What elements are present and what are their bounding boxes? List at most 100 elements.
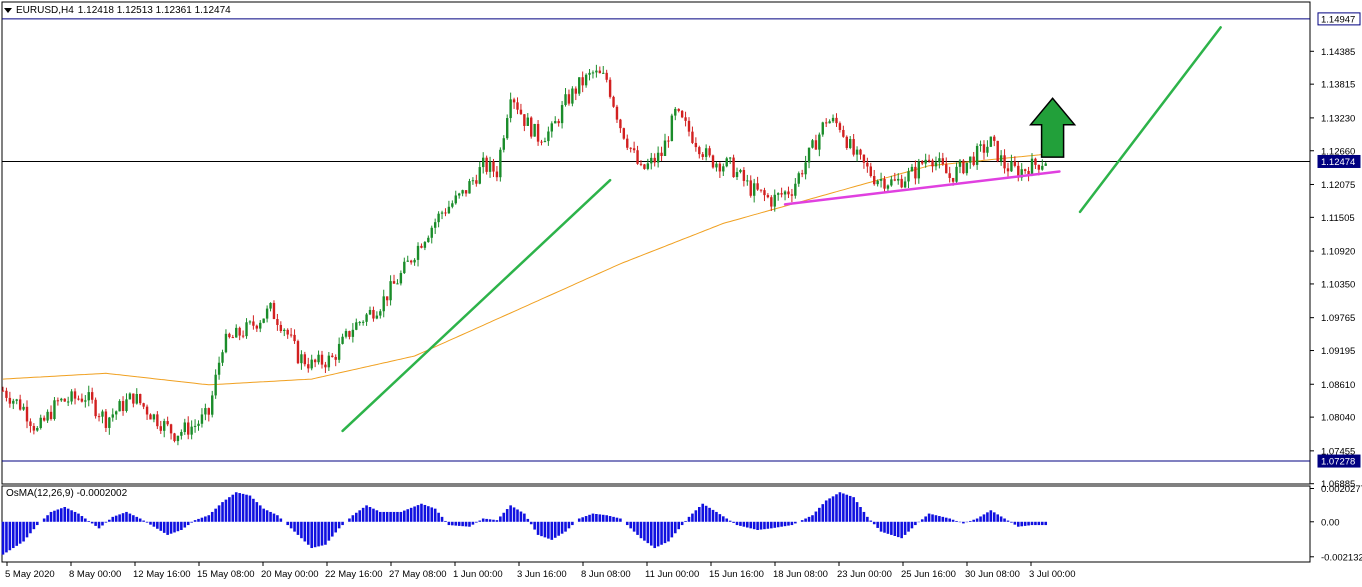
- price-label-box[interactable]: [1317, 12, 1361, 26]
- price-tick-label: 1.13230: [1321, 113, 1355, 124]
- osma-histogram: [1, 492, 1048, 555]
- candle-bull: [440, 212, 444, 214]
- price-tick-label: 1.10350: [1321, 279, 1355, 290]
- candle-bull: [595, 70, 598, 73]
- candle-bull: [526, 117, 529, 126]
- candle-bear: [80, 398, 84, 402]
- candle-bear: [512, 99, 516, 103]
- candle-bull: [337, 343, 341, 360]
- time-tick-label: 3 Jul 00:00: [1029, 569, 1075, 580]
- candle-bull: [989, 136, 993, 147]
- candle-bear: [207, 408, 210, 415]
- time-axis[interactable]: 5 May 2020 8 May 00:00 12 May 16:00 15 May …: [5, 562, 1075, 580]
- candle-bear: [149, 414, 152, 420]
- trendline-uptrend-right[interactable]: [1078, 26, 1222, 214]
- osma-tick-label: 0.0020277: [1321, 484, 1362, 495]
- candle-bear: [331, 355, 334, 357]
- osma-axis: 0.0020277 0.00 -0.002132: [1310, 484, 1362, 563]
- candle-bear: [718, 163, 722, 172]
- candle-bull: [396, 283, 399, 285]
- support-trendline[interactable]: [783, 170, 1061, 206]
- candle-bull: [986, 146, 989, 153]
- dropdown-triangle-icon[interactable]: [4, 8, 12, 13]
- candle-bull: [897, 178, 900, 181]
- price-axis[interactable]: 1.14385 1.13815 1.13230 1.12660 1.12075 1.115…: [1310, 12, 1361, 490]
- candle-bull: [454, 195, 457, 204]
- candle-bull: [108, 417, 111, 428]
- candle-bull: [125, 399, 128, 411]
- candle-bear: [464, 190, 468, 194]
- time-tick-label: 5 May 2020: [5, 569, 55, 580]
- candle-bull: [457, 193, 461, 196]
- candle-bear: [159, 426, 162, 431]
- candle-bear: [409, 260, 413, 263]
- price-label-box[interactable]: [1317, 154, 1361, 168]
- time-tick-label: 12 May 16:00: [133, 569, 191, 580]
- candle-bear: [759, 189, 763, 191]
- candle-bull: [725, 158, 728, 167]
- candle-bear: [42, 417, 46, 421]
- candles-group: [1, 64, 1047, 446]
- candle-bull: [506, 118, 509, 139]
- up-arrow-icon[interactable]: [1028, 97, 1077, 158]
- candle-bear: [519, 109, 523, 115]
- candle-bull: [118, 401, 121, 412]
- candle-bull: [413, 259, 416, 263]
- candle-bear: [97, 416, 101, 418]
- candle-bull: [300, 354, 303, 364]
- price-label[interactable]: 1.12474: [1321, 157, 1355, 168]
- candle-bear: [5, 390, 8, 398]
- candle-bear: [838, 123, 842, 130]
- drawing-objects[interactable]: [341, 26, 1222, 433]
- horizontal-lines[interactable]: [2, 18, 1310, 462]
- candle-bull: [794, 183, 797, 196]
- candle-bull: [955, 166, 958, 182]
- price-label[interactable]: 1.07278: [1321, 457, 1355, 468]
- candle-bull: [969, 156, 972, 163]
- candle-bull: [344, 331, 348, 337]
- candle-bull: [283, 329, 286, 332]
- candle-bull: [114, 411, 118, 415]
- candle-bull: [804, 162, 807, 175]
- candle-bull: [430, 227, 433, 238]
- candle-bear: [667, 140, 670, 142]
- time-tick-label: 20 May 00:00: [261, 569, 319, 580]
- candle-bear: [255, 325, 259, 329]
- time-tick-label: 1 Jun 00:00: [453, 569, 503, 580]
- price-label-box[interactable]: [1317, 454, 1361, 468]
- price-tick-label: 1.09195: [1321, 346, 1355, 357]
- time-tick-label: 30 Jun 08:00: [965, 569, 1020, 580]
- candle-bull: [578, 77, 581, 94]
- candle-bull: [482, 157, 485, 168]
- candle-bear: [49, 411, 53, 420]
- candle-bull: [999, 155, 1003, 162]
- candle-bear: [687, 120, 691, 132]
- candle-bear: [238, 327, 241, 336]
- candle-bear: [927, 159, 931, 161]
- candle-bull: [221, 352, 224, 363]
- candle-bull: [821, 122, 824, 135]
- candle-bear: [272, 302, 276, 319]
- price-label[interactable]: 1.14947: [1321, 14, 1355, 25]
- candle-bull: [488, 161, 492, 172]
- candle-bull: [728, 157, 732, 159]
- candle-bull: [375, 315, 379, 319]
- candle-bull: [399, 273, 403, 284]
- candle-bull: [831, 117, 835, 122]
- candle-bull: [533, 123, 536, 137]
- candle-bull: [358, 322, 361, 324]
- candle-bull: [70, 391, 73, 402]
- candle-bull: [351, 329, 355, 337]
- trendline-uptrend-left[interactable]: [341, 178, 612, 433]
- candle-bull: [269, 302, 272, 309]
- candle-bull: [1041, 165, 1044, 170]
- candle-bull: [235, 327, 238, 338]
- candle-bear: [94, 399, 97, 417]
- candle-bear: [900, 178, 903, 188]
- candle-bear: [859, 149, 862, 155]
- candle-bull: [1020, 169, 1023, 178]
- candle-bull: [248, 321, 252, 323]
- candle-bear: [598, 70, 602, 74]
